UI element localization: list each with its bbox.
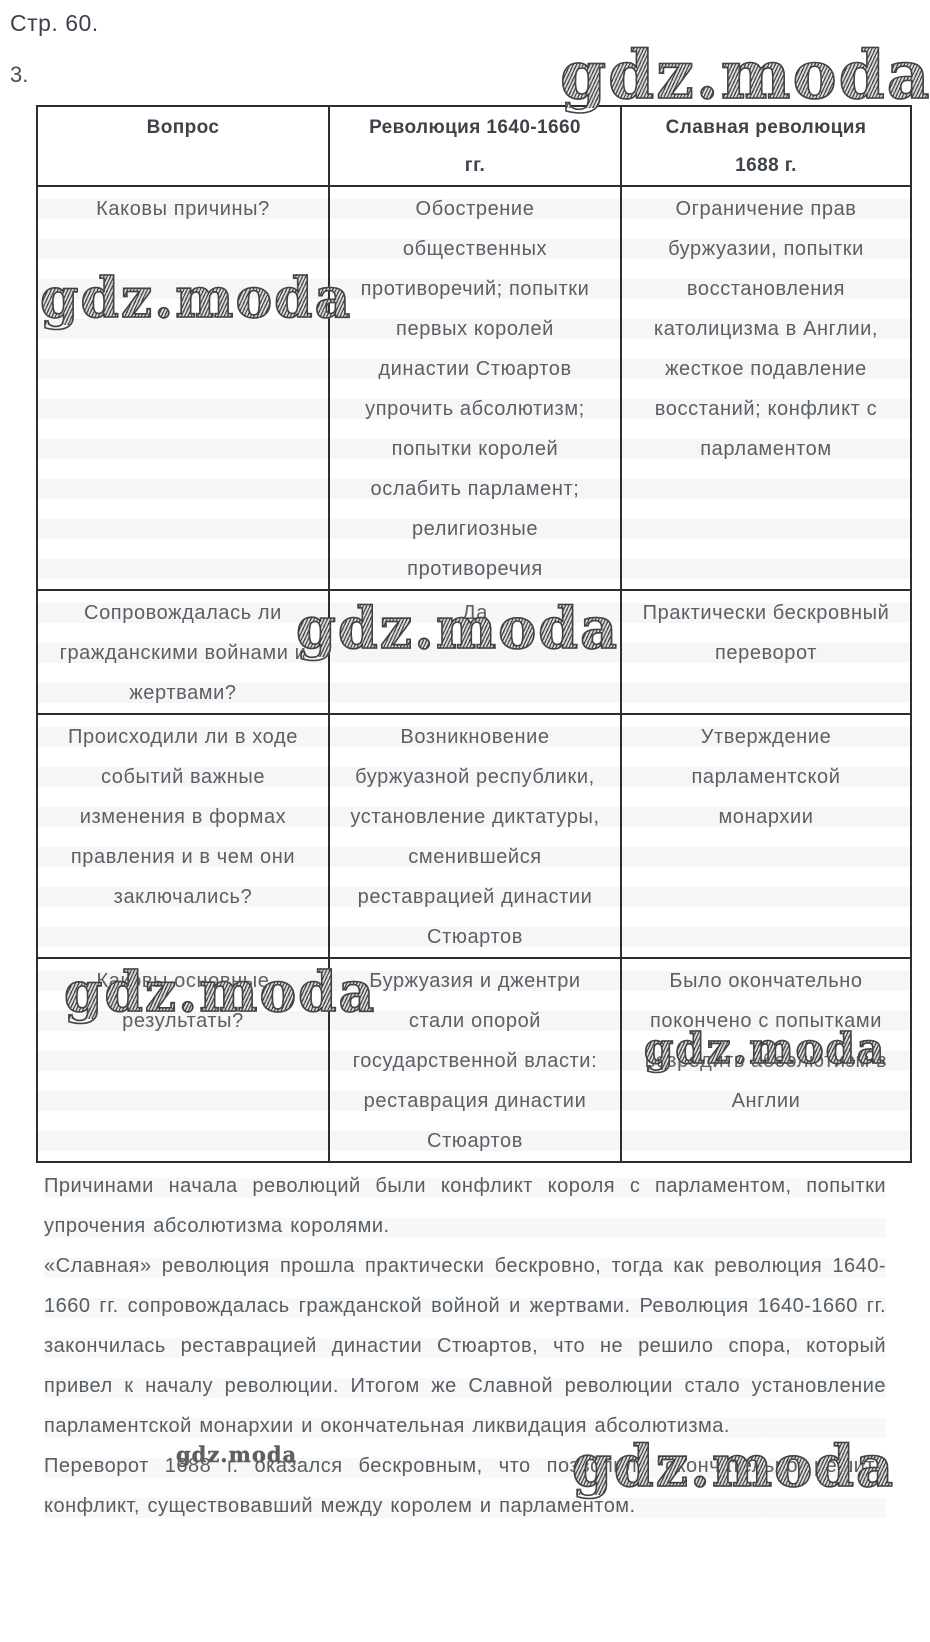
header-cell-question: Вопрос [36,105,330,187]
header-cell-revolution-1688: Славная революция 1688 г. [620,105,912,187]
table-row-results: Каковы основные результаты? Буржуазия и … [36,957,912,1163]
cell-revolution-1640: Обострение общественных противоречий; по… [328,185,622,591]
table-header-row: Вопрос Революция 1640-1660 гг. Славная р… [36,105,912,187]
answer-paragraph-1688: Переворот 1688 г. оказался бескровным, ч… [44,1455,886,1517]
cell-revolution-1688: Ограничение прав буржуазии, попытки восс… [620,185,912,591]
cell-revolution-1688: Практически бескровный переворот [620,589,912,715]
cell-revolution-1640: Возникновение буржуазной республики, уст… [328,713,622,959]
comparison-table: Вопрос Революция 1640-1660 гг. Славная р… [36,105,912,1163]
question-cell: Каковы основные результаты? [36,957,330,1163]
table-row-government-changes: Происходили ли в ходе событий важные изм… [36,713,912,959]
cell-revolution-1688: Было окончательно покончено с попытками … [620,957,912,1163]
cell-revolution-1640: Буржуазия и джентри стали опорой государ… [328,957,622,1163]
question-cell: Происходили ли в ходе событий важные изм… [36,713,330,959]
page-label: Стр. 60. [10,10,99,36]
header-cell-revolution-1640: Революция 1640-1660 гг. [328,105,622,187]
question-cell: Сопровождалась ли гражданскими войнами и… [36,589,330,715]
answer-paragraph-comparison: «Славная» революция прошла практически б… [44,1255,886,1437]
answer-paragraph-causes: Причинами начала революций были конфликт… [44,1175,886,1237]
answer-text-block: Причинами начала революций были конфликт… [44,1166,886,1526]
table-row-civil-wars: Сопровождалась ли гражданскими войнами и… [36,589,912,715]
cell-revolution-1688: Утверждение парламентской монархии [620,713,912,959]
question-cell: Каковы причины? [36,185,330,591]
table-row-causes: Каковы причины? Обострение общественных … [36,185,912,591]
gdz-moda-watermark: gdz.moda [559,36,930,114]
item-number: 3. [10,62,29,87]
cell-revolution-1640: Да [328,589,622,715]
